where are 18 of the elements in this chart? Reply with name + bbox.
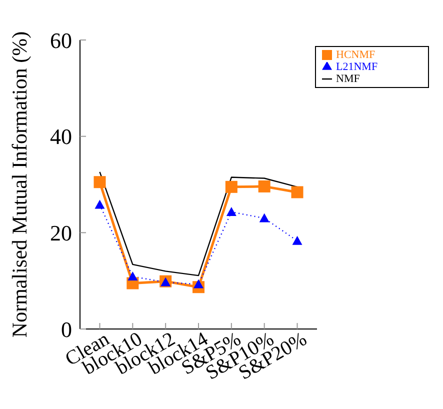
legend-label: NMF: [336, 73, 360, 85]
point: [259, 213, 270, 222]
point: [94, 176, 106, 188]
point: [94, 200, 105, 209]
y-tick-label: 20: [50, 220, 72, 246]
y-tick-label: 0: [61, 316, 72, 342]
y-axis-title: Normalised Mutual Information (%): [7, 31, 32, 338]
point: [292, 236, 302, 245]
y-tick-label: 60: [50, 28, 72, 53]
point: [128, 272, 138, 280]
point: [225, 180, 238, 193]
point: [226, 206, 236, 216]
legend-label: L21NMF: [336, 61, 378, 73]
legend-label: HCNMF: [336, 49, 376, 61]
point: [291, 186, 304, 198]
y-tick-label: 40: [50, 124, 72, 150]
point: [258, 180, 270, 192]
point: [194, 279, 204, 288]
